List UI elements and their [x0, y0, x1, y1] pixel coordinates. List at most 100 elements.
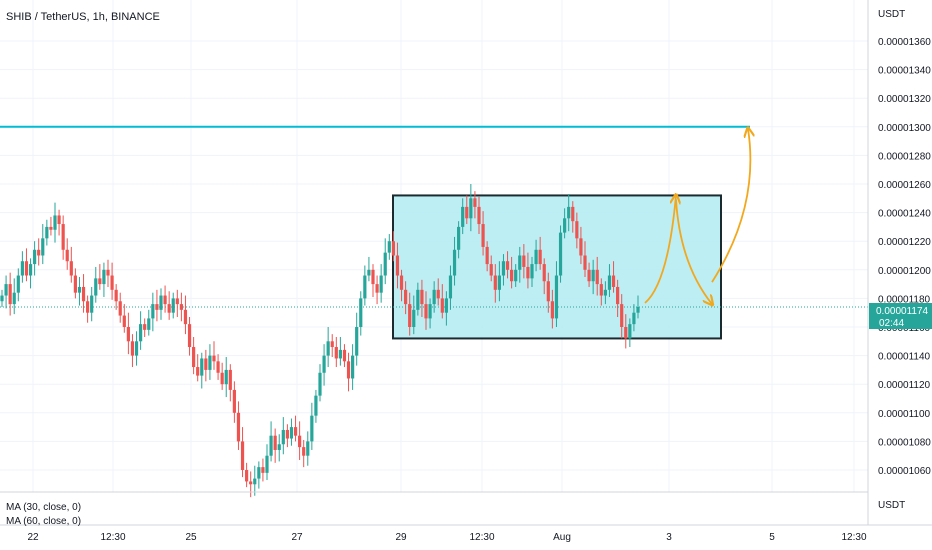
candle-body [192, 347, 196, 368]
candle-body [37, 249, 41, 256]
time-tick: 22 [27, 532, 39, 543]
candle-body [452, 249, 457, 276]
price-tick: 0.00001120 [878, 380, 931, 391]
candle-body [457, 226, 461, 250]
candle-body [436, 289, 440, 299]
candle-body [330, 341, 334, 348]
candle-body [167, 304, 171, 313]
candle-body [232, 389, 236, 413]
candle-body [77, 286, 82, 293]
price-currency: USDT [878, 9, 905, 20]
candle-body [571, 206, 575, 222]
candle-body [147, 318, 151, 330]
candle-body [281, 429, 285, 445]
candle-body [110, 275, 114, 290]
time-tick: 25 [185, 532, 197, 543]
candle-body [412, 309, 416, 327]
candle-body [175, 298, 179, 305]
candle-body [86, 301, 90, 313]
candles [0, 184, 640, 498]
candle-body [49, 226, 53, 230]
candle-body [12, 292, 16, 305]
candle-body [102, 269, 106, 285]
candle-body [269, 435, 273, 456]
time-axis[interactable]: 22 12:30 25 27 29 12:30 Aug 3 5 12:30 [27, 532, 867, 543]
projection-arrow-down[interactable] [675, 199, 712, 304]
candle-body [424, 304, 428, 319]
last-price-label: 0.00001174 [876, 306, 929, 317]
candle-body [240, 441, 245, 470]
projection-arrow-breakout[interactable] [711, 129, 750, 283]
candle-body [265, 455, 269, 473]
candle-body [395, 255, 400, 276]
candle-body [595, 269, 599, 285]
price-tick: 0.00001240 [878, 209, 931, 220]
range-box[interactable] [392, 194, 722, 340]
candle-body [587, 269, 591, 282]
candle-body [461, 206, 465, 227]
candle-body [224, 369, 228, 385]
countdown-label: 02:44 [879, 318, 904, 329]
price-tick: 0.00001340 [878, 66, 931, 77]
candle-body [208, 355, 212, 370]
price-tick: 0.00001180 [878, 294, 931, 305]
projection-arrow-up[interactable] [644, 195, 676, 304]
candle-body [73, 275, 77, 293]
price-tick: 0.00001100 [878, 409, 931, 420]
price-tick: 0.00001200 [878, 266, 931, 277]
candle-body [41, 238, 45, 256]
candle-body [122, 315, 126, 327]
candle-body [391, 241, 395, 256]
price-tick: 0.00001140 [878, 352, 931, 363]
price-tick: 0.00001360 [878, 37, 931, 48]
candle-body [530, 264, 534, 279]
candle-body [253, 478, 257, 485]
price-scale[interactable]: 0.00001360 0.00001340 0.00001320 0.00001300… [878, 37, 931, 477]
candle-body [485, 246, 489, 265]
candle-body [187, 324, 192, 348]
candle-body [465, 206, 469, 219]
candle-body [8, 284, 12, 305]
candle-body [314, 395, 318, 416]
candle-body [33, 249, 37, 265]
projection-arrows[interactable] [644, 129, 750, 304]
candle-body [501, 261, 506, 276]
candle-body [151, 304, 155, 319]
candle-body [481, 224, 485, 247]
candle-body [45, 226, 49, 239]
ma30-legend[interactable]: MA (30, close, 0) [6, 502, 81, 513]
candle-body [583, 255, 587, 270]
candle-body [355, 327, 359, 356]
candle-body [628, 324, 632, 339]
candle-body [338, 349, 342, 359]
price-tick: 0.00001080 [878, 437, 931, 448]
candle-body [220, 372, 224, 385]
candle-body [408, 304, 412, 327]
candle-body [342, 349, 347, 362]
candle-body [183, 309, 188, 325]
candle-body [126, 327, 130, 342]
candle-body [575, 221, 579, 239]
price-tick: 0.00001320 [878, 94, 931, 105]
price-tick: 0.00001220 [878, 237, 931, 248]
candle-body [81, 286, 86, 302]
candle-body [155, 304, 159, 310]
candle-body [163, 295, 167, 305]
candle-body [432, 289, 436, 305]
candle-body [53, 215, 57, 230]
candle-body [4, 284, 8, 296]
candle-body [114, 289, 118, 302]
candle-body [249, 481, 253, 485]
candle-body [139, 324, 143, 342]
candle-body [620, 304, 624, 327]
candle-body [306, 441, 310, 456]
candle-body [469, 198, 473, 219]
candle-body [179, 304, 183, 310]
candle-body [477, 206, 481, 225]
candle-body [289, 427, 294, 439]
price-tick: 0.00001300 [878, 123, 931, 134]
candle-body [607, 275, 612, 290]
ma60-legend[interactable]: MA (60, close, 0) [6, 516, 81, 527]
